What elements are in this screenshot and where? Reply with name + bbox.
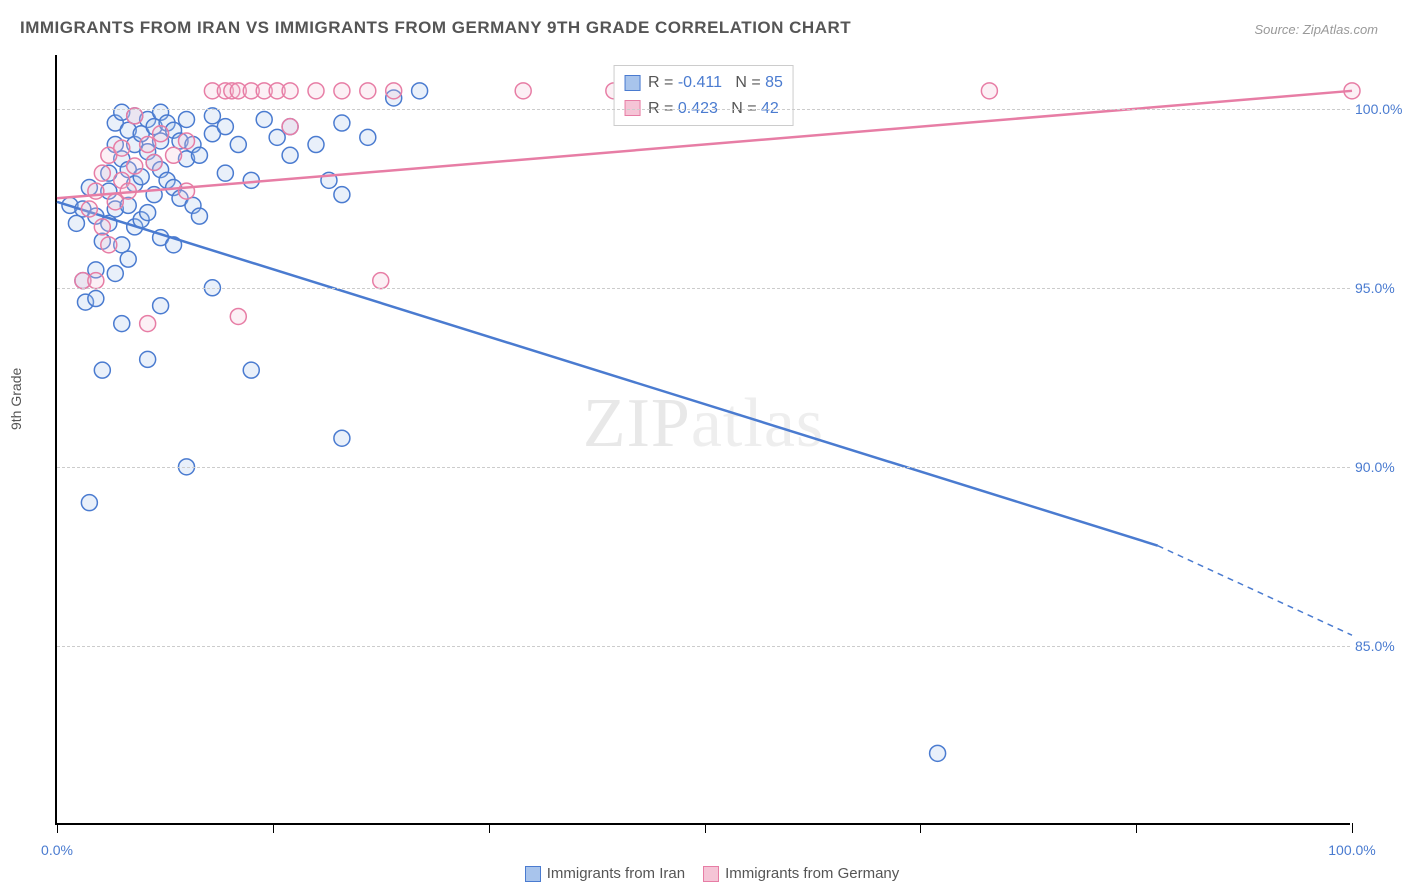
data-point xyxy=(94,165,110,181)
gridline xyxy=(57,646,1350,647)
data-point xyxy=(308,83,324,99)
data-point xyxy=(282,147,298,163)
plot-area: ZIPatlas R = -0.411 N = 85R = 0.423 N = … xyxy=(55,55,1350,825)
data-point xyxy=(981,83,997,99)
y-tick-label: 100.0% xyxy=(1355,101,1406,117)
chart-title: IMMIGRANTS FROM IRAN VS IMMIGRANTS FROM … xyxy=(20,18,851,38)
correlation-stats-box: R = -0.411 N = 85R = 0.423 N = 42 xyxy=(613,65,794,126)
data-point xyxy=(153,126,169,142)
data-point xyxy=(107,265,123,281)
data-point xyxy=(191,208,207,224)
x-tick xyxy=(920,823,921,833)
data-point xyxy=(146,154,162,170)
y-tick-label: 95.0% xyxy=(1355,280,1406,296)
data-point xyxy=(127,158,143,174)
chart-svg xyxy=(57,55,1350,823)
legend-label: Immigrants from Germany xyxy=(725,865,899,882)
data-point xyxy=(81,495,97,511)
data-point xyxy=(204,108,220,124)
data-point xyxy=(334,115,350,131)
data-point xyxy=(179,183,195,199)
y-axis-label: 9th Grade xyxy=(8,368,24,430)
data-point xyxy=(269,129,285,145)
data-point xyxy=(68,215,84,231)
legend-swatch-icon xyxy=(525,866,541,882)
legend-swatch-icon xyxy=(703,866,719,882)
data-point xyxy=(140,316,156,332)
x-tick xyxy=(489,823,490,833)
data-point xyxy=(373,273,389,289)
legend-label: Immigrants from Iran xyxy=(547,865,685,882)
data-point xyxy=(930,745,946,761)
data-point xyxy=(334,187,350,203)
data-point xyxy=(282,83,298,99)
data-point xyxy=(515,83,531,99)
data-point xyxy=(179,133,195,149)
gridline xyxy=(57,288,1350,289)
data-point xyxy=(243,172,259,188)
data-point xyxy=(94,219,110,235)
gridline xyxy=(57,109,1350,110)
data-point xyxy=(360,83,376,99)
data-point xyxy=(107,194,123,210)
x-tick xyxy=(1136,823,1137,833)
data-point xyxy=(166,147,182,163)
data-point xyxy=(94,362,110,378)
x-tick-label: 100.0% xyxy=(1328,842,1375,858)
data-point xyxy=(101,237,117,253)
data-point xyxy=(153,298,169,314)
data-point xyxy=(120,251,136,267)
data-point xyxy=(334,430,350,446)
data-point xyxy=(412,83,428,99)
trend-line-extension xyxy=(1158,546,1352,636)
data-point xyxy=(140,351,156,367)
data-point xyxy=(88,291,104,307)
data-point xyxy=(230,137,246,153)
trend-line xyxy=(57,202,1158,546)
data-point xyxy=(191,147,207,163)
data-point xyxy=(179,111,195,127)
data-point xyxy=(360,129,376,145)
x-tick-label: 0.0% xyxy=(41,842,73,858)
data-point xyxy=(282,119,298,135)
y-tick-label: 90.0% xyxy=(1355,459,1406,475)
x-tick xyxy=(57,823,58,833)
data-point xyxy=(140,137,156,153)
data-point xyxy=(308,137,324,153)
bottom-legend: Immigrants from Iran Immigrants from Germ… xyxy=(0,865,1406,882)
data-point xyxy=(140,205,156,221)
y-tick-label: 85.0% xyxy=(1355,638,1406,654)
source-attribution: Source: ZipAtlas.com xyxy=(1254,22,1378,37)
data-point xyxy=(230,308,246,324)
data-point xyxy=(114,140,130,156)
x-tick xyxy=(705,823,706,833)
data-point xyxy=(217,119,233,135)
gridline xyxy=(57,467,1350,468)
data-point xyxy=(243,362,259,378)
stat-text: R = -0.411 N = 85 xyxy=(648,74,783,91)
x-tick xyxy=(273,823,274,833)
data-point xyxy=(256,111,272,127)
data-point xyxy=(217,165,233,181)
legend-swatch-icon xyxy=(624,75,640,91)
data-point xyxy=(114,316,130,332)
x-tick xyxy=(1352,823,1353,833)
data-point xyxy=(81,201,97,217)
data-point xyxy=(334,83,350,99)
data-point xyxy=(127,108,143,124)
data-point xyxy=(88,273,104,289)
stat-row: R = -0.411 N = 85 xyxy=(624,70,783,96)
data-point xyxy=(386,83,402,99)
